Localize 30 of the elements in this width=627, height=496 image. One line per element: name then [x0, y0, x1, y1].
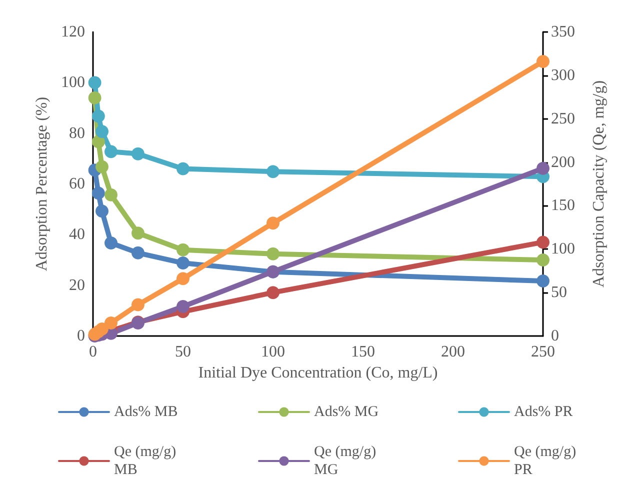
y2-tick-label: 50	[551, 284, 567, 302]
x-tick-label: 200	[441, 344, 465, 360]
y-tick-label: 80	[69, 124, 85, 142]
y2-axis-title: Adsorption Capacity (Qe, mg/g)	[590, 80, 608, 288]
x-axis-title: Initial Dye Concentration (Co, mg/L)	[198, 364, 438, 382]
legend-label: Ads% MB	[114, 404, 178, 420]
y2-tick-label: 100	[551, 240, 575, 258]
x-tick-label: 150	[351, 344, 375, 360]
x-tick-label: 100	[261, 344, 285, 360]
y-tick-label: 120	[61, 24, 85, 40]
y-axis-title: Adsorption Percentage (%)	[34, 96, 51, 272]
y-tick-label: 20	[69, 276, 85, 294]
x-tick-label: 250	[531, 344, 555, 360]
legend-label: Ads% MG	[314, 404, 379, 420]
y2-tick-label: 0	[551, 328, 559, 344]
y-tick-label: 0	[77, 328, 85, 344]
y-tick-label: 40	[69, 226, 85, 244]
legend-label: Qe (mg/g) MG	[314, 444, 380, 478]
legend-label: Qe (mg/g) PR	[514, 444, 580, 478]
y-tick-label: 100	[61, 74, 85, 92]
y2-tick-label: 250	[551, 110, 575, 128]
x-tick-label: 50	[175, 344, 191, 360]
y2-tick-label: 200	[551, 154, 575, 171]
legend-label: Ads% PR	[514, 404, 573, 420]
y-tick-label: 60	[69, 176, 85, 192]
y2-tick-label: 350	[551, 24, 575, 40]
y2-tick-label: 300	[551, 66, 575, 84]
x-tick-label: 0	[89, 344, 97, 360]
legend-label: Qe (mg/g) MB	[114, 444, 180, 478]
y2-tick-label: 150	[551, 197, 575, 214]
